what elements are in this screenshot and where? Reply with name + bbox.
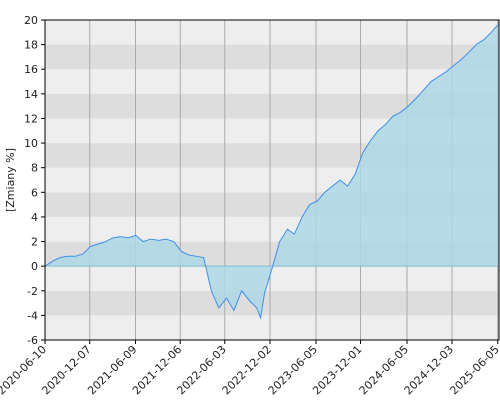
y-tick-label: 10 (24, 137, 38, 150)
y-tick-label: 14 (24, 88, 38, 101)
grid-band (45, 290, 499, 316)
grid-band (45, 44, 499, 70)
y-tick-label: 20 (24, 14, 38, 27)
plot-frame (44, 19, 500, 341)
x-tick-label: 2025-06-05 (447, 343, 500, 397)
y-tick-label: 8 (31, 162, 38, 175)
y-tick-label: 4 (31, 211, 38, 224)
y-tick-label: 16 (24, 63, 38, 76)
area (45, 24, 498, 318)
grid-band (45, 315, 499, 340)
y-tick-label: 12 (24, 112, 38, 125)
y-tick-label: -4 (27, 309, 38, 322)
y-tick-label: -2 (27, 285, 38, 298)
y-tick-label: 6 (31, 186, 38, 199)
y-tick-label: -6 (27, 334, 38, 347)
grid-band (45, 20, 499, 45)
line (44, 24, 499, 320)
y-tick-label: 0 (31, 260, 38, 273)
y-axis-label: [Zmiany %] (4, 148, 17, 212)
y-tick-label: 18 (24, 39, 38, 52)
y-tick-label: 2 (31, 236, 38, 249)
